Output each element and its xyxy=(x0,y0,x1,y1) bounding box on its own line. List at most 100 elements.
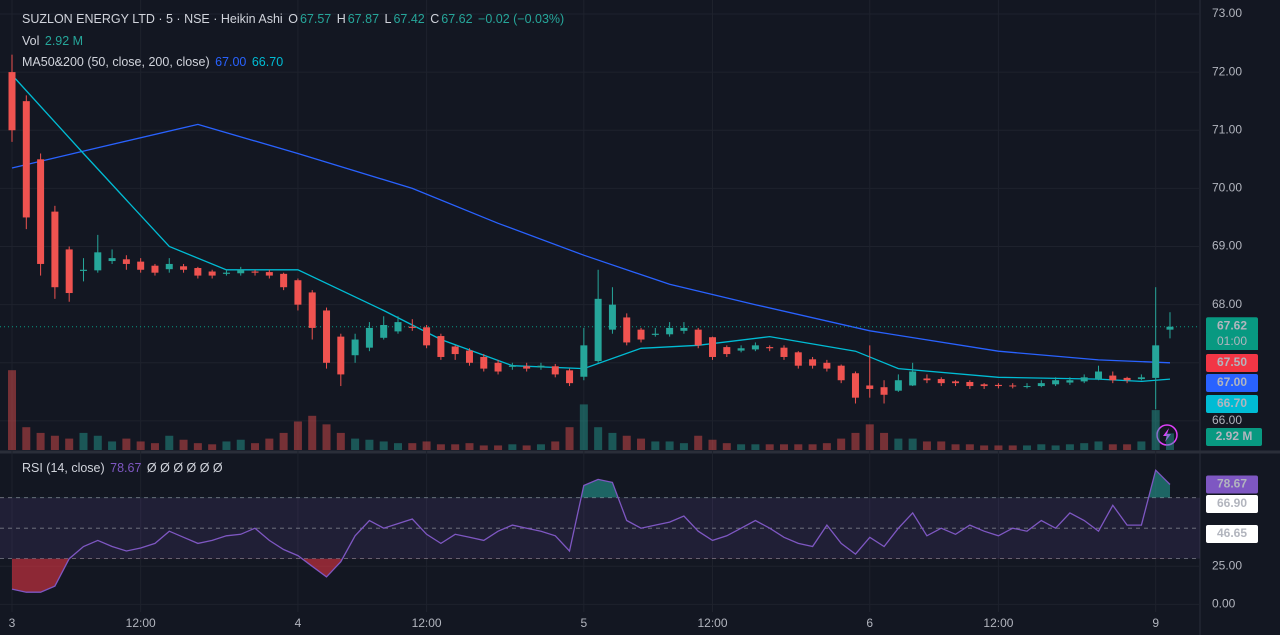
candle-body xyxy=(1009,385,1017,387)
volume-bar xyxy=(622,435,631,450)
volume-bar xyxy=(308,415,317,450)
candle-body xyxy=(580,345,588,377)
candle-body xyxy=(308,292,316,328)
y-tick-label: 0.00 xyxy=(1212,597,1236,611)
candle-body xyxy=(709,337,717,357)
volume-bar xyxy=(665,441,674,450)
candle-body xyxy=(437,336,445,357)
volume-bar xyxy=(851,432,860,450)
volume-bar xyxy=(179,439,188,450)
candle-body xyxy=(337,336,345,375)
x-tick-label: 12:00 xyxy=(983,616,1013,630)
candle-body xyxy=(694,329,702,346)
candle-body xyxy=(651,333,659,335)
candle-body xyxy=(608,304,616,330)
volume-bar xyxy=(1023,445,1032,450)
volume-bar xyxy=(422,441,431,450)
candle-body xyxy=(1037,383,1045,387)
candle-body xyxy=(809,359,817,366)
ohlc-value: 67.57 xyxy=(299,12,332,26)
volume-bar xyxy=(908,438,917,450)
candle-body xyxy=(751,345,759,350)
candle-body xyxy=(165,263,173,270)
x-tick-label: 3 xyxy=(9,616,16,630)
candle-body xyxy=(1052,380,1060,385)
volume-bar xyxy=(193,443,202,450)
volume-bar xyxy=(579,404,588,450)
volume-bar xyxy=(22,427,31,450)
y-tick-label: 69.00 xyxy=(1212,239,1242,253)
volume-badge: 2.92 M xyxy=(1216,429,1253,443)
volume-bar xyxy=(336,432,345,450)
candle-body xyxy=(1137,377,1145,380)
volume-bar xyxy=(122,438,131,450)
volume-bar xyxy=(351,438,360,450)
candle-body xyxy=(65,249,73,294)
candle-body xyxy=(1152,345,1160,378)
volume-bar xyxy=(465,443,474,450)
volume-bar xyxy=(880,432,889,450)
candle-body xyxy=(794,352,802,366)
candle-body xyxy=(265,272,273,276)
rsi-value: 78.67 xyxy=(110,461,142,475)
volume-bar xyxy=(922,441,931,450)
candle-body xyxy=(551,366,559,375)
price-badge-bg xyxy=(1206,395,1258,413)
volume-bar xyxy=(1165,433,1174,450)
candle-body xyxy=(480,356,488,369)
candle-body xyxy=(237,269,245,274)
ohlc-key: C xyxy=(430,12,440,26)
volume-bar xyxy=(837,438,846,450)
candle-body xyxy=(737,348,745,351)
candle-body xyxy=(923,378,931,381)
volume-label: Vol xyxy=(22,34,40,48)
ma-value: 66.70 xyxy=(251,55,284,69)
moving-average xyxy=(11,123,1171,364)
candle-body xyxy=(508,365,516,367)
y-tick-label: 70.00 xyxy=(1212,181,1242,195)
rsi-badge: 66.90 xyxy=(1217,496,1247,510)
volume-bar xyxy=(479,445,488,450)
candle-body xyxy=(909,371,917,386)
y-tick-label: 73.00 xyxy=(1212,6,1242,20)
candle-body xyxy=(866,385,874,389)
volume-bar xyxy=(1094,441,1103,450)
volume-bar xyxy=(951,444,960,450)
volume-bar xyxy=(208,444,217,450)
alert-icon[interactable] xyxy=(1156,424,1178,446)
volume-bar xyxy=(536,444,545,450)
candle-body xyxy=(294,280,302,305)
x-tick-label: 12:00 xyxy=(412,616,442,630)
volume-bar xyxy=(737,444,746,450)
candle-body xyxy=(365,327,373,348)
rsi-extras: Ø Ø Ø Ø Ø Ø xyxy=(146,461,223,475)
candle-body xyxy=(351,339,359,356)
candle-body xyxy=(323,310,331,363)
candle-body xyxy=(666,327,674,335)
volume-bar xyxy=(1080,443,1089,450)
rsi-badge-bg xyxy=(1206,525,1258,543)
rsi-line xyxy=(11,468,1171,593)
volume-bar xyxy=(637,438,646,450)
candle-body xyxy=(680,327,688,331)
candle-body xyxy=(723,347,731,355)
candle-body xyxy=(823,362,831,369)
volume-bar xyxy=(1051,445,1060,450)
volume-bar xyxy=(1123,444,1132,450)
candle-body xyxy=(766,347,774,349)
rsi-legend: RSI (14, close) 78.67 Ø Ø Ø Ø Ø Ø xyxy=(22,461,225,475)
candle-body xyxy=(380,325,388,338)
ma-label: MA50&200 (50, close, 200, close) xyxy=(22,55,210,69)
candle-body xyxy=(594,298,602,362)
volume-bar xyxy=(751,444,760,450)
volume-bar xyxy=(293,421,302,450)
volume-bar xyxy=(93,435,102,450)
alert-button[interactable] xyxy=(1156,424,1178,446)
candle-body xyxy=(465,350,473,363)
volume-bar xyxy=(150,443,159,450)
ohlc-key: O xyxy=(288,12,298,26)
candle-body xyxy=(780,347,788,357)
volume-bar xyxy=(965,444,974,450)
volume-bar xyxy=(994,445,1003,450)
